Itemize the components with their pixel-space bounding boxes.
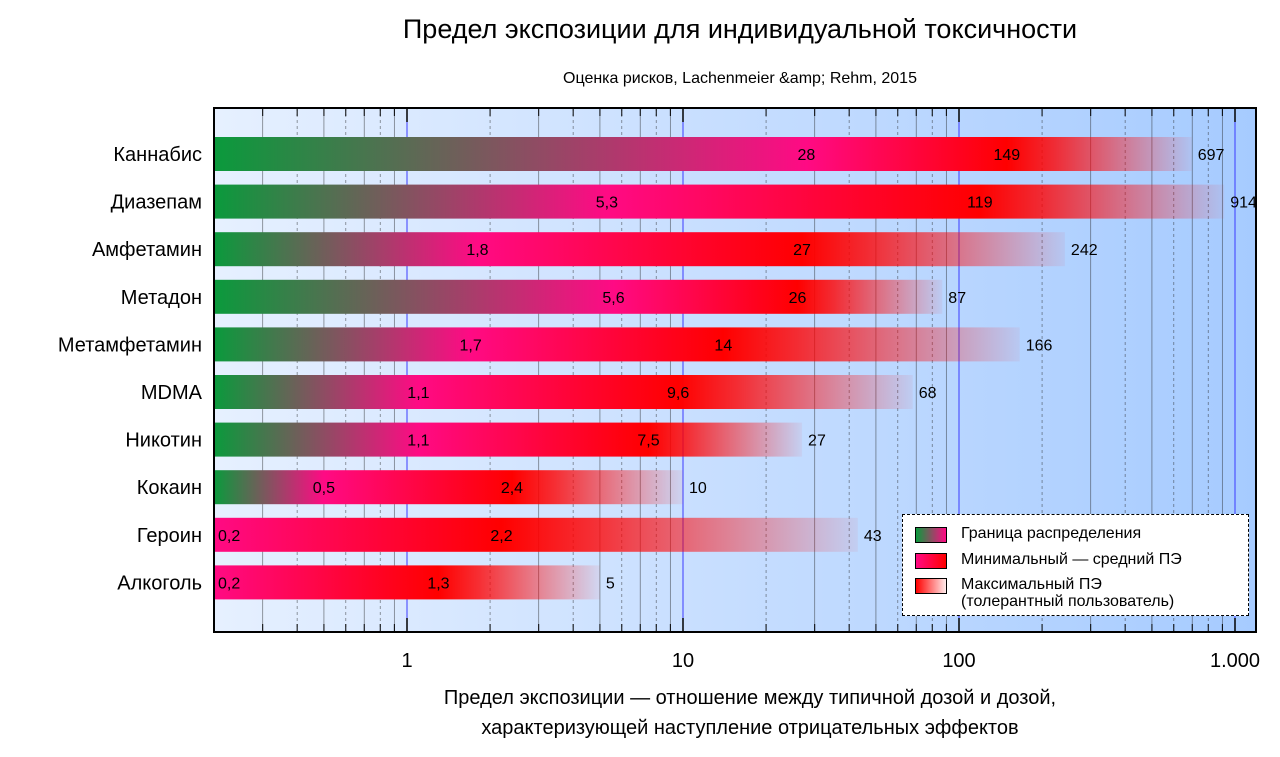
data-label-max: 68 xyxy=(919,385,937,402)
data-label-boundary: 1,8 xyxy=(466,242,488,259)
data-label-mean: 1,3 xyxy=(427,575,449,592)
bar xyxy=(214,279,943,314)
category-label: Каннабис xyxy=(113,144,202,166)
legend-label-max-note: (толерантный пользователь) xyxy=(961,593,1175,610)
labels-layer: Каннабис 28 149 697 Диазепам 5,3 119 914 Амфетам… xyxy=(58,144,1257,594)
data-label-max: 10 xyxy=(689,480,707,497)
legend-item-min-mean: Минимальный — средний ПЭ xyxy=(915,551,1182,569)
data-label-max: 87 xyxy=(948,290,966,307)
chart-title: Предел экспозиции для индивидуальной ток… xyxy=(402,14,1078,44)
bar xyxy=(214,232,1065,267)
data-label-boundary: 1,7 xyxy=(459,337,481,354)
x-tick-label: 10 xyxy=(672,650,694,672)
legend-label-max: Максимальный ПЭ xyxy=(961,576,1102,593)
bar xyxy=(214,375,913,409)
data-label-mean: 149 xyxy=(993,147,1020,164)
category-label: Метадон xyxy=(121,287,202,309)
legend-label-boundary: Граница распределения xyxy=(961,525,1142,542)
data-label-boundary: 0,5 xyxy=(313,480,335,497)
bars-layer xyxy=(214,137,1225,600)
data-label-max: 5 xyxy=(606,575,615,592)
data-label-max: 27 xyxy=(808,433,826,450)
data-label-max: 697 xyxy=(1198,147,1225,164)
bar xyxy=(214,327,1020,362)
data-label-mean: 2,2 xyxy=(490,528,512,545)
data-label-max: 914 xyxy=(1230,195,1257,212)
data-label-boundary: 5,3 xyxy=(596,195,618,212)
data-label-mean: 9,6 xyxy=(667,385,689,402)
chart-subtitle: Оценка рисков, Lachenmeier &amp; Rehm, 2… xyxy=(563,70,917,87)
x-tick-label: 100 xyxy=(942,650,975,672)
legend-item-boundary: Граница распределения xyxy=(915,525,1141,543)
x-tick-label: 1 xyxy=(401,650,412,672)
bar xyxy=(214,137,1192,171)
data-label-boundary: 0,2 xyxy=(218,528,240,545)
data-label-max: 242 xyxy=(1071,242,1098,259)
legend-item-max: Максимальный ПЭ (толерантный пользовател… xyxy=(915,576,1174,610)
legend-swatch-max xyxy=(915,578,947,594)
data-label-mean: 2,4 xyxy=(501,480,523,497)
data-label-max: 43 xyxy=(864,528,882,545)
data-label-boundary: 1,1 xyxy=(407,433,429,450)
axis-layer: 1 10 100 1.000 xyxy=(213,108,1260,672)
category-label: Амфетамин xyxy=(92,239,202,261)
category-label: Кокаин xyxy=(137,477,202,499)
plot-frame xyxy=(213,107,1257,633)
data-label-mean: 26 xyxy=(789,290,807,307)
data-label-mean: 14 xyxy=(714,337,732,354)
category-label: MDMA xyxy=(141,382,203,404)
x-axis-title: Предел экспозиции — отношение между типи… xyxy=(0,683,1280,743)
data-label-boundary: 1,1 xyxy=(407,385,429,402)
data-label-boundary: 28 xyxy=(798,147,816,164)
legend-swatch-min-mean xyxy=(915,553,947,569)
data-label-mean: 27 xyxy=(793,242,811,259)
bar xyxy=(214,517,858,552)
bar xyxy=(214,565,600,600)
x-tick-label: 1.000 xyxy=(1210,650,1260,672)
bar xyxy=(214,470,683,505)
category-label: Метамфетамин xyxy=(58,334,202,356)
data-label-mean: 119 xyxy=(967,195,993,212)
legend-label-min-mean: Минимальный — средний ПЭ xyxy=(961,551,1182,568)
category-label: Алкоголь xyxy=(117,572,202,594)
legend-swatch-boundary xyxy=(915,527,947,543)
category-label: Героин xyxy=(137,525,202,547)
x-axis-title-line-1: Предел экспозиции — отношение между типи… xyxy=(443,687,1057,709)
category-label: Диазепам xyxy=(111,192,202,214)
x-axis-title-line-2: характеризующей наступление отрицательны… xyxy=(481,717,1019,739)
data-label-max: 166 xyxy=(1026,337,1053,354)
legend: Граница распределения Минимальный — сред… xyxy=(902,514,1249,616)
bar xyxy=(214,422,803,457)
data-label-boundary: 5,6 xyxy=(602,290,624,307)
data-label-boundary: 0,2 xyxy=(218,575,240,592)
category-label: Никотин xyxy=(125,430,202,452)
data-label-mean: 7,5 xyxy=(637,433,659,450)
bar xyxy=(214,184,1225,219)
